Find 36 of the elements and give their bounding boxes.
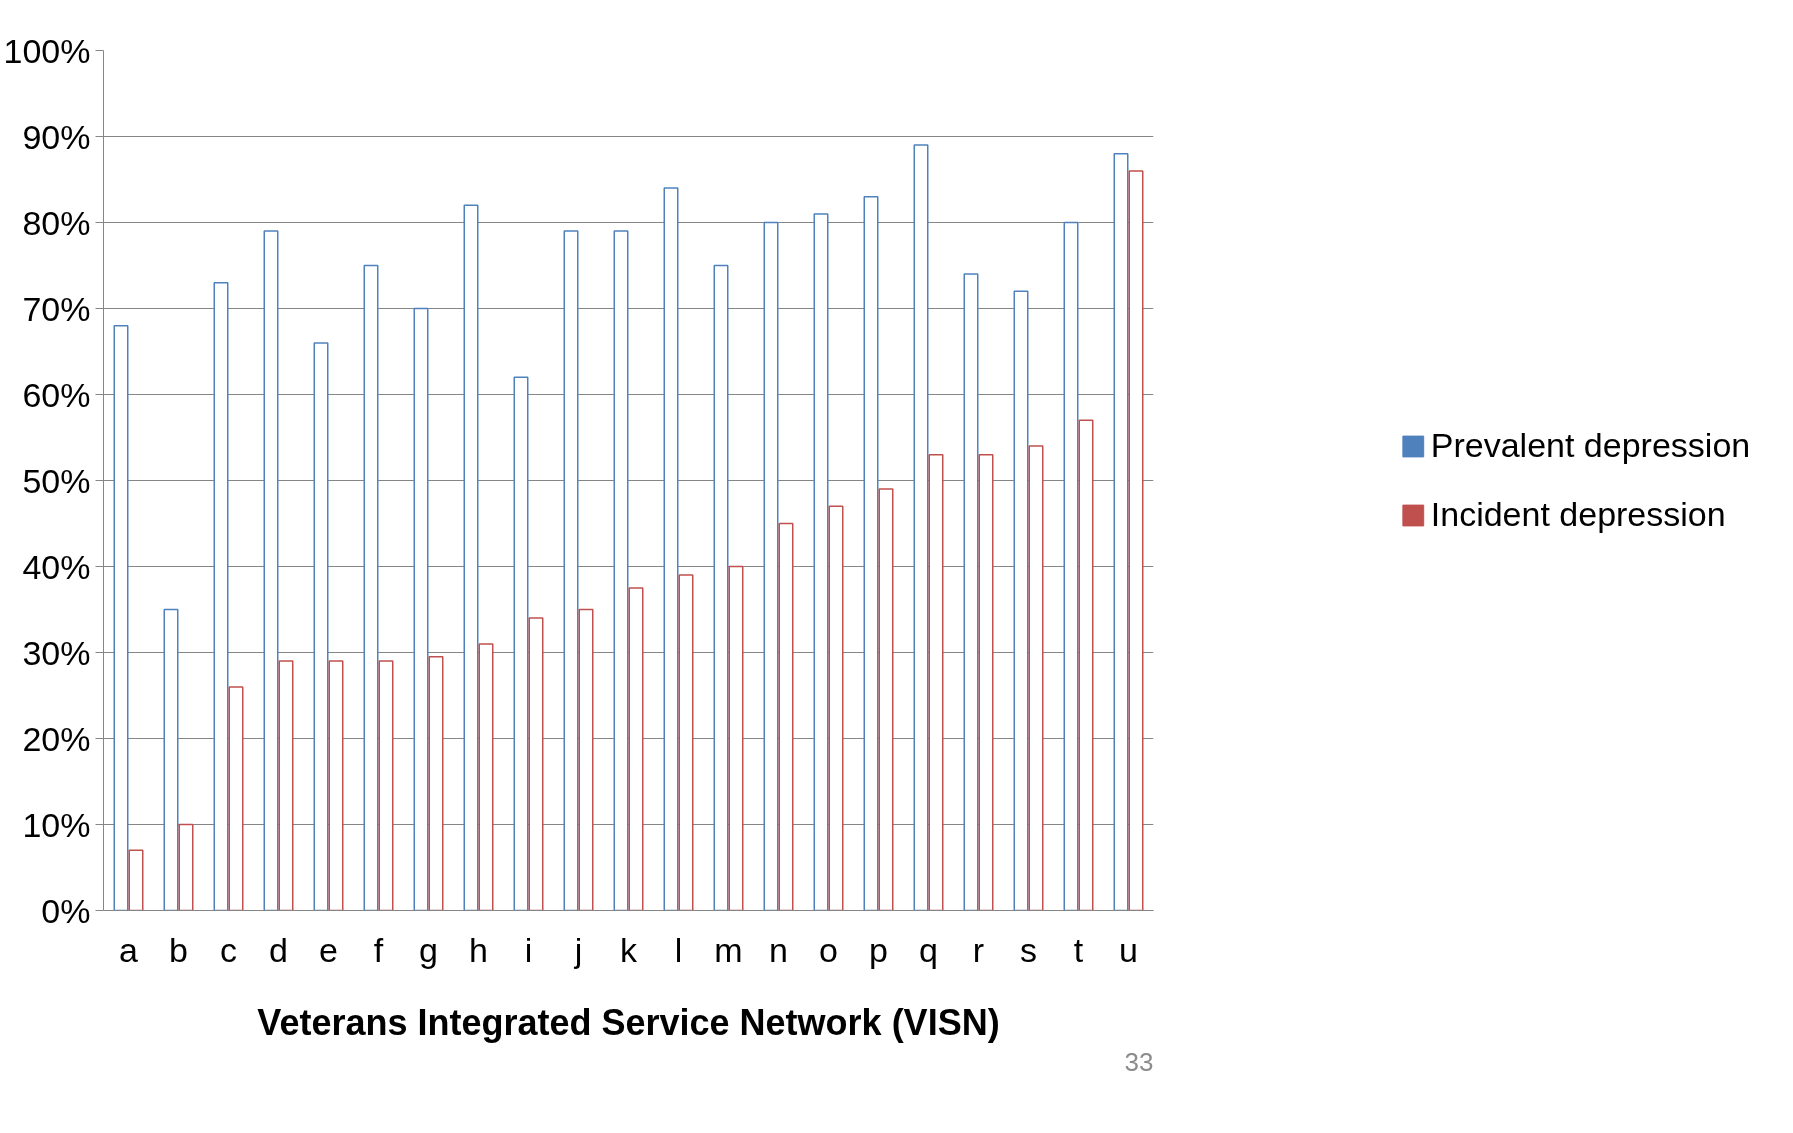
x-tick-label: c — [220, 930, 237, 969]
x-tick-label: t — [1073, 930, 1084, 969]
x-tick-label: e — [319, 930, 338, 969]
y-tick-label: 50% — [22, 461, 91, 500]
x-tick-label: j — [573, 930, 583, 969]
x-tick-label: l — [674, 930, 683, 969]
legend-label: Prevalent depression — [1430, 426, 1751, 465]
x-tick-label: s — [1020, 930, 1037, 969]
x-tick-label: b — [169, 930, 188, 969]
x-axis-title: Veterans Integrated Service Network (VISN) — [257, 1001, 1000, 1043]
x-tick-label: r — [972, 930, 985, 969]
y-tick-label: 10% — [22, 805, 91, 844]
x-tick-label: p — [869, 930, 888, 969]
y-tick-label: 30% — [22, 633, 91, 672]
x-tick-label: f — [373, 930, 384, 969]
y-tick-label: 100% — [3, 31, 91, 70]
legend-label: Incident depression — [1430, 495, 1726, 534]
x-tick-label: a — [119, 930, 139, 969]
x-tick-label: o — [819, 930, 838, 969]
x-tick-label: u — [1119, 930, 1138, 969]
y-tick-label: 90% — [22, 117, 91, 156]
x-tick-label: m — [714, 930, 743, 969]
y-tick-label: 40% — [22, 547, 91, 586]
x-tick-label: n — [769, 930, 788, 969]
y-tick-label: 20% — [22, 719, 91, 758]
y-tick-label: 80% — [22, 203, 91, 242]
x-tick-label: h — [469, 930, 488, 969]
x-tick-label: d — [269, 930, 288, 969]
x-tick-label: i — [524, 930, 533, 969]
y-tick-label: 0% — [41, 891, 91, 930]
x-tick-label: k — [620, 930, 638, 969]
text: 33 — [1124, 1046, 1154, 1077]
x-tick-label: g — [419, 930, 438, 969]
x-tick-label: q — [919, 930, 938, 969]
y-tick-label: 70% — [22, 289, 91, 328]
y-tick-label: 60% — [22, 375, 91, 414]
